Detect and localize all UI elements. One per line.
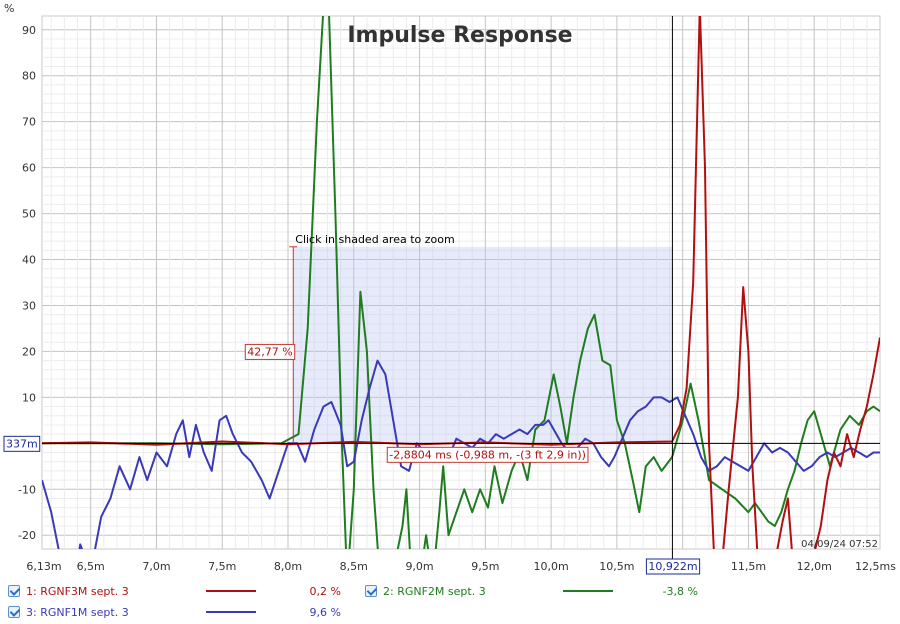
- legend: 1: RGNF3M sept. 3 0,2 % 2: RGNF2M sept. …: [0, 578, 900, 624]
- y-tick-label: 80: [22, 70, 36, 83]
- y-tick-label: 60: [22, 162, 36, 175]
- checkbox-checked-icon[interactable]: [8, 606, 20, 618]
- x-tick-label: 9,5m: [471, 560, 499, 573]
- y-tick-label: 90: [22, 24, 36, 37]
- y-tick-label: 20: [22, 345, 36, 358]
- y-axis-label: %: [4, 2, 14, 15]
- y-tick-label: 40: [22, 254, 36, 267]
- checkbox-checked-icon[interactable]: [8, 585, 20, 597]
- x-tick-label: 12,0m: [797, 560, 832, 573]
- x-tick-label: 10,0m: [534, 560, 569, 573]
- legend-series-value: -3,8 %: [662, 584, 698, 598]
- legend-series-value: 0,2 %: [309, 584, 341, 598]
- x-tick-label: 11,5m: [731, 560, 766, 573]
- cursor-x-label-group: 10,922m: [645, 558, 701, 575]
- legend-swatch: [206, 590, 256, 592]
- y-tick-label: 50: [22, 208, 36, 221]
- y-tick-label: 30: [22, 299, 36, 312]
- cursor-y-label: 337m: [6, 437, 38, 450]
- box-height-label: 42,77 %: [247, 345, 292, 358]
- delta-label-group: -2,8804 ms (-0,988 m, -(3 ft 2,9 in)): [386, 446, 589, 463]
- legend-item-series-1[interactable]: 1: RGNF3M sept. 3 0,2 %: [8, 582, 341, 600]
- x-tick-label: 12,5ms: [855, 560, 896, 573]
- legend-series-value: 9,6 %: [309, 605, 341, 619]
- series-line-1: [42, 16, 880, 549]
- x-tick-label: 7,5m: [208, 560, 236, 573]
- cursor-x-label: 10,922m: [648, 560, 697, 573]
- box-height-label-group: 42,77 %: [244, 343, 296, 360]
- legend-item-series-3[interactable]: 3: RGNF1M sept. 3 9,6 %: [8, 603, 341, 621]
- x-tick-label: 6,5m: [77, 560, 105, 573]
- x-tick-label: 9,0m: [405, 560, 433, 573]
- legend-series-name: 3: RGNF1M sept. 3: [26, 605, 129, 619]
- x-axis: 6,13m 6,5m 7,0m 7,5m 8,0m 8,5m 9,0m 9,5m 10,0m 10…: [26, 560, 896, 573]
- y-tick-label: -10: [18, 483, 36, 496]
- checkbox-checked-icon[interactable]: [365, 585, 377, 597]
- x-tick-label: 7,0m: [142, 560, 170, 573]
- legend-swatch: [206, 611, 256, 613]
- x-tick-label: 10,5m: [599, 560, 634, 573]
- y-axis: -20-100102030405060708090: [18, 24, 36, 542]
- chart-title: Impulse Response: [347, 23, 572, 48]
- x-tick-label: 6,13m: [26, 560, 61, 573]
- series-line-3: [42, 359, 880, 549]
- legend-item-series-2[interactable]: 2: RGNF2M sept. 3 -3,8 %: [365, 582, 698, 600]
- y-tick-label: -20: [18, 529, 36, 542]
- legend-series-name: 1: RGNF3M sept. 3: [26, 584, 129, 598]
- y-tick-label: 10: [22, 391, 36, 404]
- series-group: [42, 16, 880, 549]
- legend-series-name: 2: RGNF2M sept. 3: [383, 584, 486, 598]
- timestamp: 04/09/24 07:52: [801, 539, 878, 550]
- x-tick-label: 8,5m: [340, 560, 368, 573]
- grid: [42, 16, 880, 549]
- series-line-2: [42, 16, 880, 549]
- zoom-hint: Click in shaded area to zoom: [295, 233, 454, 246]
- x-tick-label: 8,0m: [274, 560, 302, 573]
- cursor-y-label-group: 337m: [3, 435, 41, 452]
- delta-label: -2,8804 ms (-0,988 m, -(3 ft 2,9 in)): [389, 448, 586, 461]
- y-tick-label: 70: [22, 116, 36, 129]
- legend-swatch: [563, 590, 613, 592]
- chart[interactable]: -20-100102030405060708090 6,13m6,5m7,0m7…: [0, 0, 900, 578]
